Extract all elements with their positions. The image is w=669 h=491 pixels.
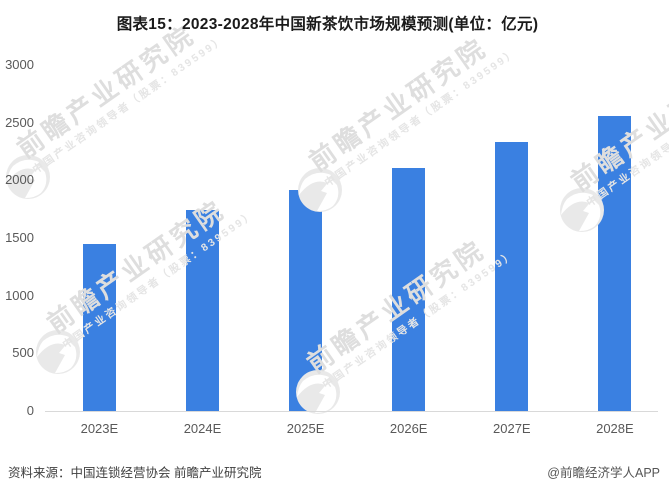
watermark-text: 前瞻产业研究院中国产业咨询领导者（股票：839599） — [304, 19, 520, 190]
y-axis-tick-label: 2500 — [5, 114, 34, 130]
bar-2027E — [495, 142, 529, 411]
bar-2025E — [289, 189, 323, 411]
watermark-sub-text: 中国产业咨询领导者（股票：839599） — [30, 33, 228, 177]
chart-title: 图表15：2023-2028年中国新茶饮市场规模预测(单位：亿元) — [116, 16, 539, 33]
x-axis-category-label: 2024E — [183, 421, 222, 436]
x-axis-line — [45, 411, 658, 412]
y-axis-tick-label: 2000 — [5, 172, 34, 188]
globe-icon — [36, 330, 80, 374]
watermark-main-text: 前瞻产业研究院 — [303, 31, 493, 177]
y-axis-tick-label: 3000 — [5, 57, 34, 72]
watermark-text: 前瞻产业研究院中国产业咨询领导者（股票：839599） — [42, 181, 258, 352]
x-axis-category-label: 2028E — [596, 421, 634, 436]
y-axis-tick-label: 500 — [12, 345, 34, 361]
x-axis-category-label: 2023E — [80, 421, 119, 436]
y-axis-tick-label: 1500 — [5, 230, 34, 245]
bar-2024E — [186, 210, 219, 411]
source-note: 资料来源：中国连锁经营协会 前瞻产业研究院 — [8, 466, 262, 480]
y-axis-tick-label: 0 — [26, 403, 34, 418]
x-axis-category-label: 2025E — [286, 421, 325, 436]
credit-note: @前瞻经济学人APP — [547, 466, 660, 480]
bar-2028E — [598, 115, 632, 411]
y-axis-tick-label: 1000 — [5, 287, 34, 303]
bar-2023E — [82, 243, 116, 411]
bar-2026E — [392, 167, 426, 411]
x-axis-category-label: 2027E — [493, 421, 531, 436]
x-axis-category-label: 2026E — [389, 421, 428, 436]
